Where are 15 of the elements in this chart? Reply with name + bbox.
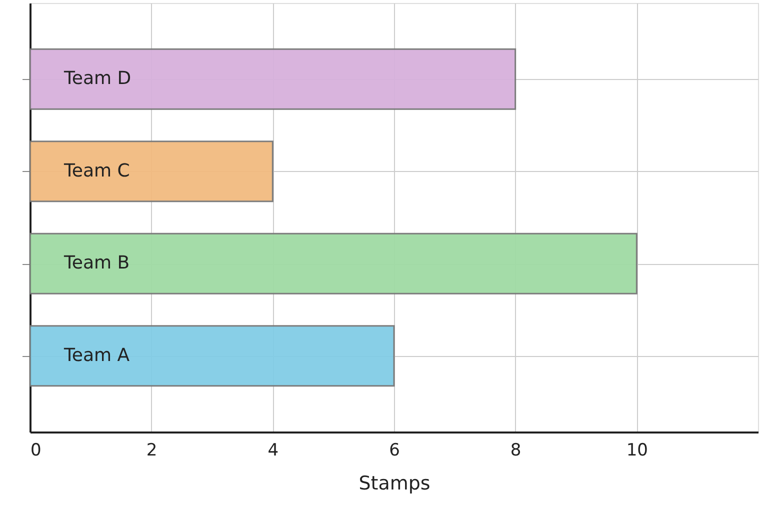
y-tick-label: Team D bbox=[63, 68, 132, 90]
bar bbox=[29, 232, 638, 294]
x-tick-label: 0 bbox=[30, 440, 42, 460]
x-tick-label: 10 bbox=[626, 440, 648, 460]
x-tick-label: 6 bbox=[389, 440, 400, 460]
x-tick-label: 2 bbox=[146, 440, 158, 460]
bar bbox=[29, 325, 395, 387]
x-axis-title: Stamps bbox=[358, 472, 430, 494]
x-tick-label: 4 bbox=[268, 440, 279, 460]
bar bbox=[29, 48, 516, 110]
bar bbox=[29, 140, 274, 202]
y-tick-label: Team C bbox=[63, 160, 130, 182]
x-tick-label: 8 bbox=[510, 440, 522, 460]
y-tick-label: Team B bbox=[63, 252, 130, 274]
y-tick-label: Team A bbox=[63, 344, 130, 366]
